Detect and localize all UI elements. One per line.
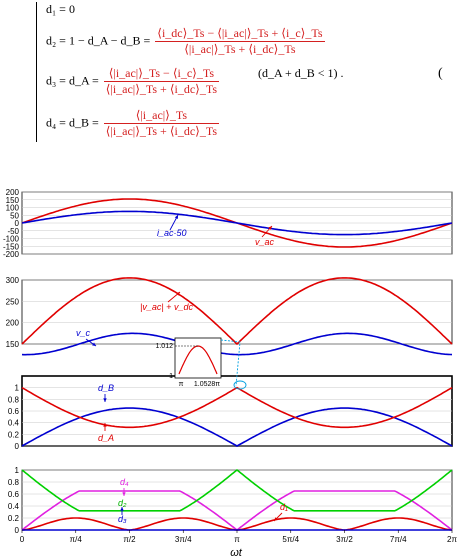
series-line--v-ac-v-dc xyxy=(21,277,453,346)
y-tick-label: 0 xyxy=(15,526,20,535)
y-tick-label: -200 xyxy=(3,250,20,259)
x-tick-label: π/4 xyxy=(70,535,83,544)
eq-d4-den: ⟨|i_ac|⟩_Ts + ⟨i_dc⟩_Ts xyxy=(105,124,218,138)
x-tick-label: 2π xyxy=(447,535,457,544)
y-tick-label: 0.4 xyxy=(8,502,20,511)
y-tick-label: 1 xyxy=(15,384,20,393)
y-tick-label: 150 xyxy=(6,196,20,205)
series-line-d-3 xyxy=(21,517,453,531)
y-tick-label: 0.8 xyxy=(8,395,20,404)
eq-d2: d₂ = 1 − d_A − d_B = ⟨i_dc⟩_Ts − ⟨|i_ac|… xyxy=(46,26,327,57)
label-vc: v_c xyxy=(76,328,91,338)
x-axis-label: ωt xyxy=(230,547,243,559)
arrow-d3-head xyxy=(120,507,124,511)
label-d1: d₁ xyxy=(280,502,288,512)
y-tick-label: 250 xyxy=(6,297,20,306)
plot-frame xyxy=(21,469,453,531)
eq-d2-lhs: d₂ = 1 − d_A − d_B = xyxy=(46,33,151,48)
arrow-iac-head xyxy=(174,215,178,219)
panel-dA-dB: 0 0.2 0.4 0.6 0.8 1 d_B d_A xyxy=(8,375,453,451)
y-tick-label: 0.6 xyxy=(8,407,20,416)
eq-d2-fraction: ⟨i_dc⟩_Ts − ⟨|i_ac|⟩_Ts + ⟨i_c⟩_Ts ⟨|i_a… xyxy=(155,26,325,57)
label-dA: d_A xyxy=(98,433,114,443)
y-tick-label: 0.6 xyxy=(8,490,20,499)
inset-xlabel-value: 1.0528π xyxy=(194,381,220,388)
eq-d1: d₁ = 0 xyxy=(46,2,75,16)
y-tick-label: 0.2 xyxy=(8,430,20,439)
inset-xlabel-pi: π xyxy=(179,381,184,388)
arrow-vac-head xyxy=(268,226,272,230)
y-tick-label: 100 xyxy=(6,204,20,213)
arrow-d4-head xyxy=(122,492,126,496)
y-tick-label: 0.8 xyxy=(8,478,20,487)
label-vac: v_ac xyxy=(255,237,275,247)
eq-d3-num: ⟨|i_ac|⟩_Ts − ⟨i_c⟩_Ts xyxy=(103,66,220,82)
label-d2: d₂ xyxy=(118,498,127,508)
arrow-d1-head xyxy=(274,517,278,521)
inset-leader xyxy=(220,339,241,387)
y-tick-label: -50 xyxy=(7,227,19,236)
x-tick-label: π/2 xyxy=(123,535,136,544)
eq-d4-lhs: d₄ = d_B = xyxy=(46,115,99,130)
x-tick-label: 0 xyxy=(20,535,25,544)
x-tick-label: 5π/4 xyxy=(282,535,299,544)
eq-condition: (d_A + d_B < 1) . xyxy=(258,66,344,80)
series-line-d-2 xyxy=(21,468,453,512)
label-d3: d₃ xyxy=(118,514,127,524)
y-tick-label: 200 xyxy=(6,188,20,197)
y-tick-label: 200 xyxy=(6,319,20,328)
arrow-dB-head xyxy=(103,398,107,402)
x-tick-label: 7π/4 xyxy=(390,535,407,544)
panel-vc: 150 200 250 300 |v_ac| + v_dc v_c xyxy=(6,276,453,356)
eq-d2-den: ⟨|i_ac|⟩_Ts + ⟨i_dc⟩_Ts xyxy=(184,42,296,56)
eq-d3: d₃ = d_A = ⟨|i_ac|⟩_Ts − ⟨i_c⟩_Ts ⟨|i_ac… xyxy=(46,66,221,97)
x-tick-label: 3π/4 xyxy=(175,535,192,544)
inset-frame xyxy=(174,337,222,379)
y-tick-label: 1 xyxy=(15,466,20,475)
eq-paren: ( xyxy=(438,66,443,81)
eq-d4-fraction: ⟨|i_ac|⟩_Ts ⟨|i_ac|⟩_Ts + ⟨i_dc⟩_Ts xyxy=(103,108,220,139)
eq-d4-num: ⟨|i_ac|⟩_Ts xyxy=(103,108,220,124)
y-tick-label: 0.4 xyxy=(8,419,20,428)
arrow-vac-abs-head xyxy=(176,292,180,296)
label-dB: d_B xyxy=(98,383,114,393)
arrow-vc-head xyxy=(92,342,96,346)
series-line-i-ac-50 xyxy=(21,210,453,236)
y-tick-label: -150 xyxy=(3,242,20,251)
inset-target-ellipse xyxy=(233,380,247,390)
inset-ylabel-bottom: 1 xyxy=(169,373,173,380)
label-vac-abs-vdc: |v_ac| + v_dc xyxy=(140,302,193,312)
label-iac: i_ac·50 xyxy=(157,228,187,238)
panel-d1-d4: 0 0.2 0.4 0.6 0.8 1 0 π/4 π/2 3π/4 π 5π/4 3π/2 7π/4 2π… xyxy=(8,466,458,559)
x-tick-label: π xyxy=(234,535,240,544)
y-tick-label: 0 xyxy=(15,219,20,228)
y-tick-label: 150 xyxy=(6,340,20,349)
eq-d3-lhs: d₃ = d_A = xyxy=(46,73,99,88)
eq-d2-num: ⟨i_dc⟩_Ts − ⟨|i_ac|⟩_Ts + ⟨i_c⟩_Ts xyxy=(155,26,325,42)
eq-d3-fraction: ⟨|i_ac|⟩_Ts − ⟨i_c⟩_Ts ⟨|i_ac|⟩_Ts + ⟨i_… xyxy=(103,66,220,97)
y-tick-label: 0.2 xyxy=(8,514,20,523)
eq-d4: d₄ = d_B = ⟨|i_ac|⟩_Ts ⟨|i_ac|⟩_Ts + ⟨i_… xyxy=(46,108,221,139)
x-tick-label: 3π/2 xyxy=(336,535,353,544)
inset-ylabel-top: 1.012 xyxy=(155,343,173,350)
y-tick-label: -100 xyxy=(3,235,20,244)
inset-zoom: 1.012 1π 1.0528π xyxy=(155,337,247,390)
y-tick-label: 300 xyxy=(6,276,20,285)
duty-cycle-equations: d₁ = 0 d₂ = 1 − d_A − d_B = ⟨i_dc⟩_Ts − … xyxy=(0,0,474,150)
arrow-dA-head xyxy=(103,423,107,427)
series-line-d-a xyxy=(21,386,453,429)
y-tick-label: 0 xyxy=(15,442,20,451)
y-tick-label: 50 xyxy=(10,211,19,220)
eq-d3-den: ⟨|i_ac|⟩_Ts + ⟨i_dc⟩_Ts xyxy=(105,82,218,96)
label-d4: d₄ xyxy=(120,477,129,487)
left-brace xyxy=(36,2,44,142)
series-line-v-c xyxy=(21,332,453,356)
series-line-d-b xyxy=(21,407,453,447)
